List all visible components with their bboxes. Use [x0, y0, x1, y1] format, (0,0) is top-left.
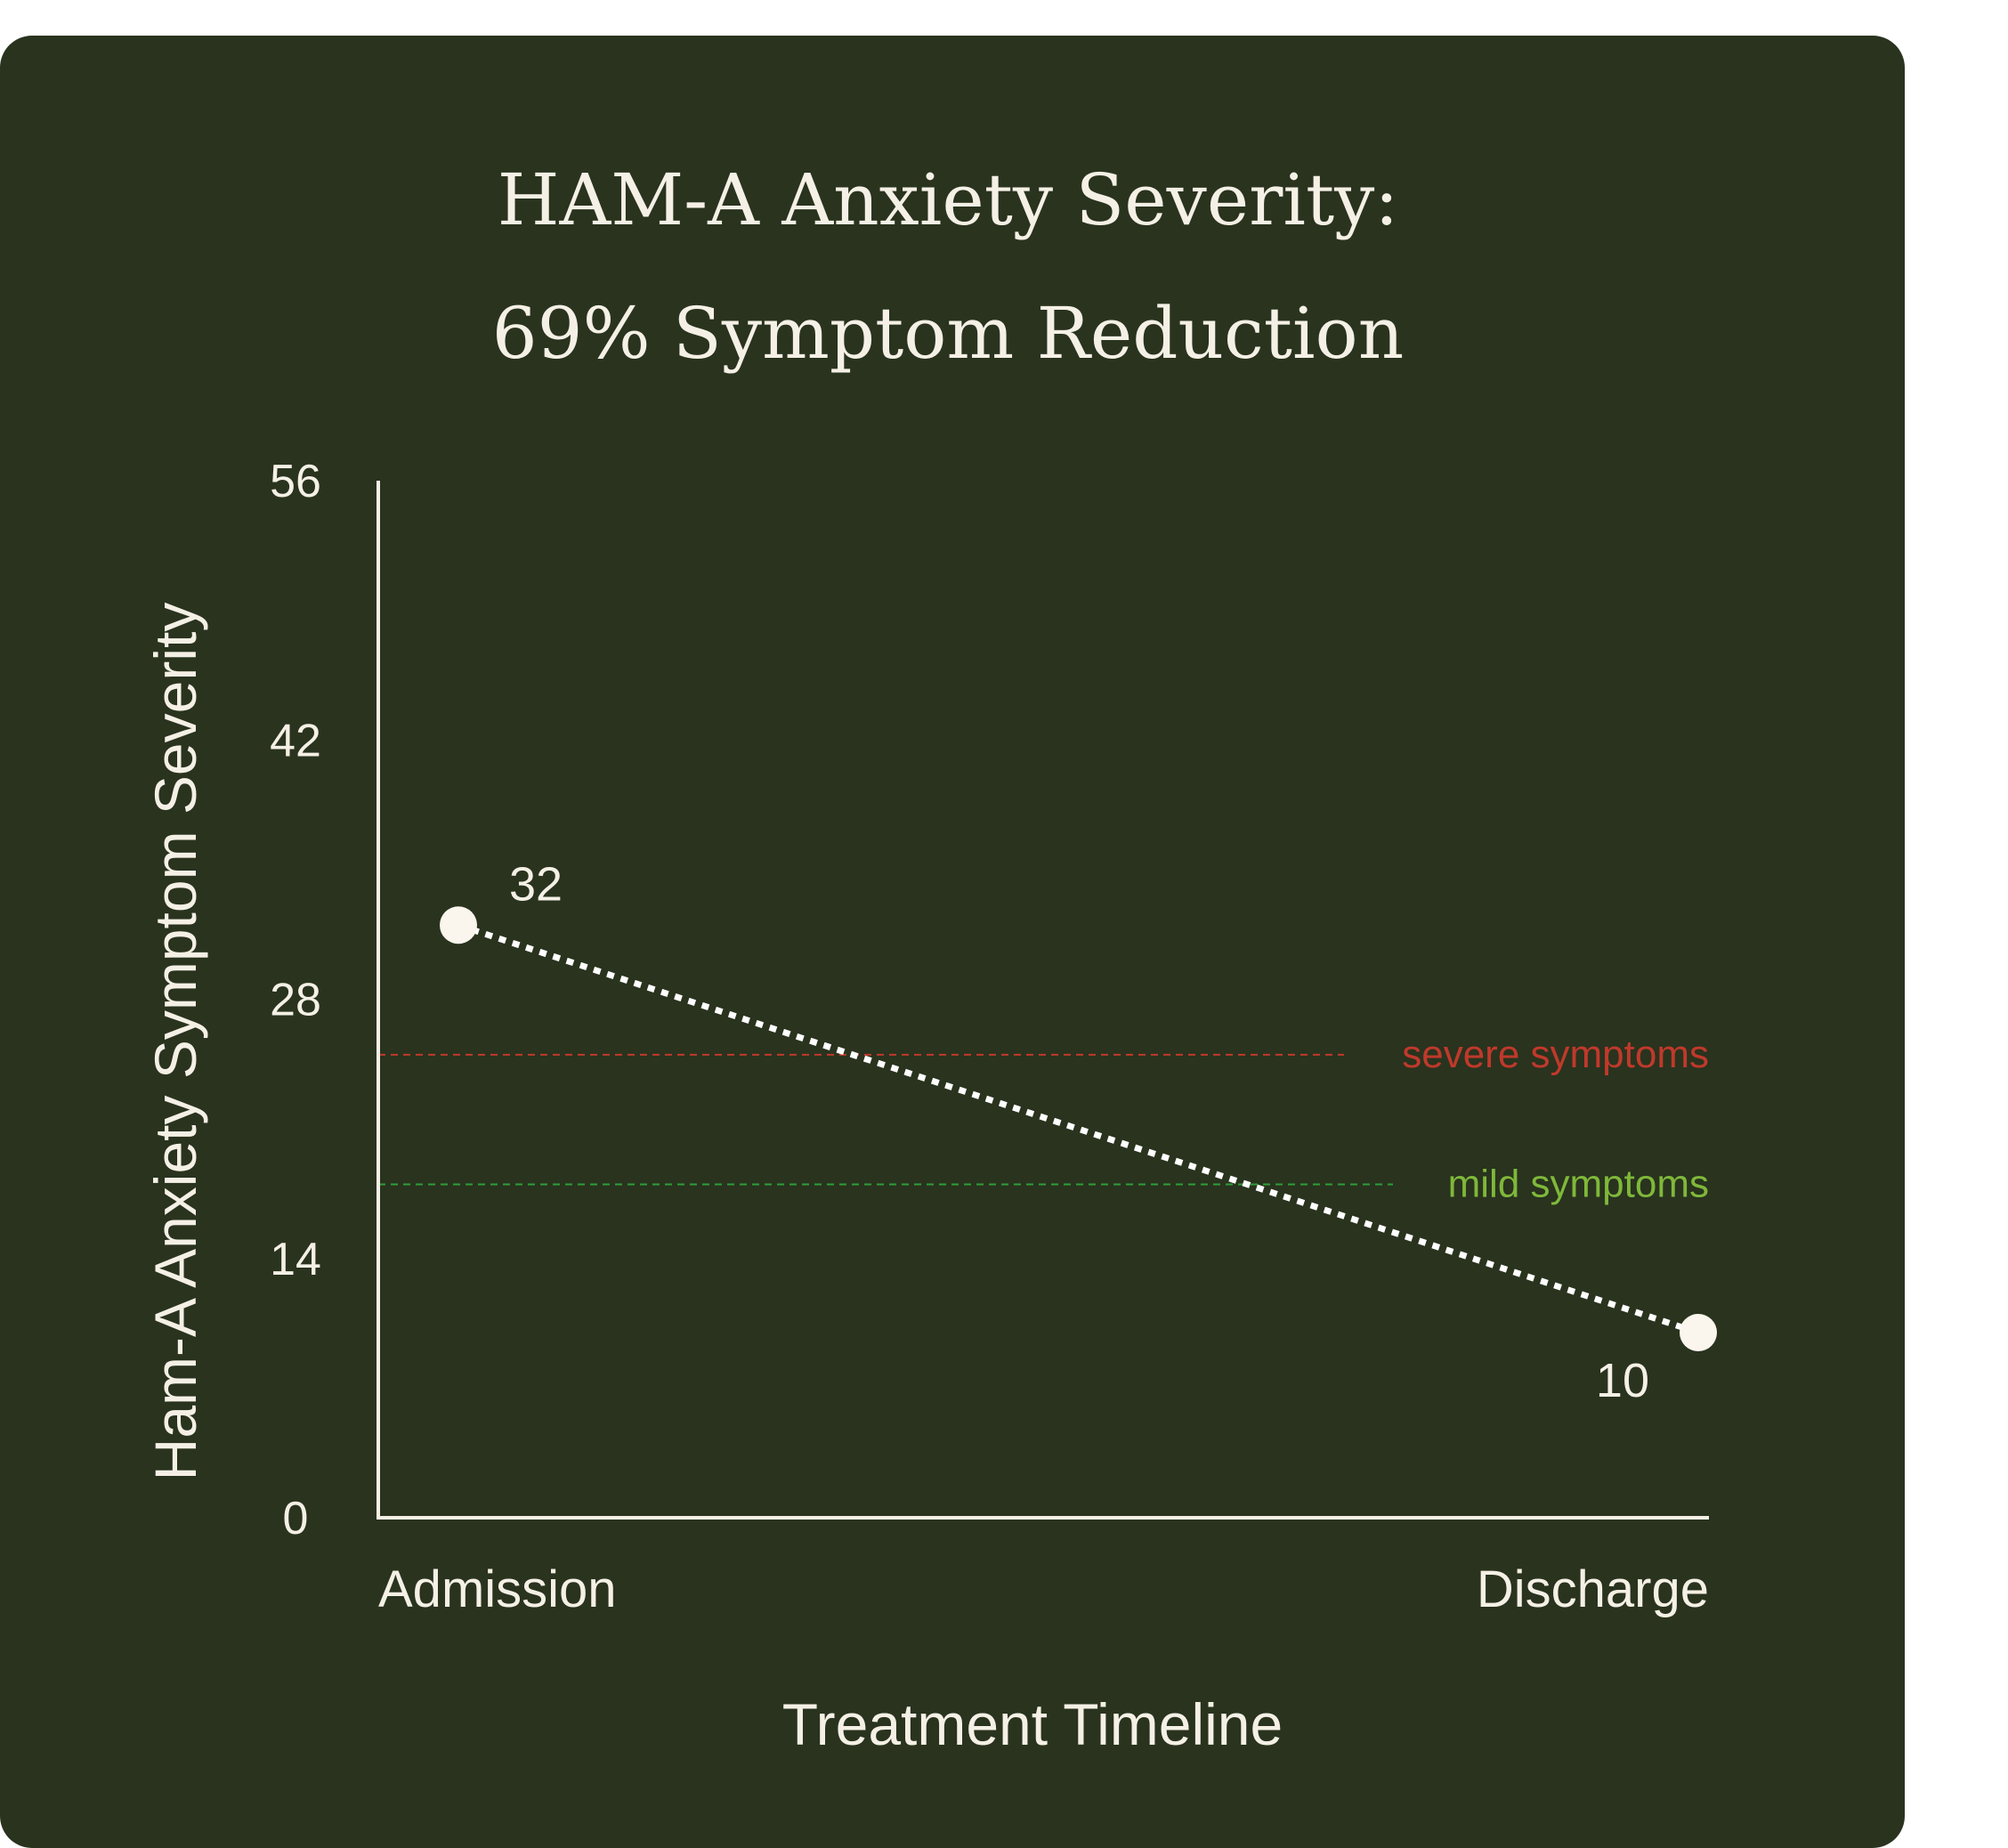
- reference-lines: severe symptoms mild symptoms: [378, 1033, 1709, 1206]
- series-line: [457, 921, 1700, 1336]
- chart-title: HAM-A Anxiety Severity: 69% Symptom Redu…: [0, 134, 1896, 401]
- chart-title-line-2: 69% Symptom Reduction: [491, 292, 1405, 375]
- data-label: 10: [1596, 1354, 1649, 1407]
- y-tick-label: 42: [270, 715, 321, 766]
- chart-card: [0, 36, 1905, 1848]
- axes: [376, 481, 1709, 1520]
- x-category-label: Admission: [378, 1560, 617, 1618]
- x-category-labels: Admission Discharge: [378, 1560, 1709, 1618]
- data-label: 32: [509, 857, 563, 911]
- y-tick-labels: 0 14 28 42 56: [270, 456, 321, 1544]
- y-tick-label: 0: [283, 1493, 309, 1544]
- data-point: [440, 906, 477, 944]
- x-category-label: Discharge: [1477, 1560, 1709, 1618]
- reference-line-label: severe symptoms: [1402, 1033, 1709, 1076]
- x-axis-title: Treatment Timeline: [782, 1691, 1283, 1757]
- y-axis-title: Ham-A Anxiety Symptom Severity: [142, 603, 208, 1481]
- y-tick-label: 28: [270, 975, 321, 1026]
- chart-title-line-1: HAM-A Anxiety Severity:: [497, 158, 1399, 241]
- data-point: [1680, 1313, 1717, 1351]
- data-series: 32 10: [440, 857, 1717, 1407]
- y-tick-label: 56: [270, 456, 321, 507]
- reference-line-label: mild symptoms: [1448, 1163, 1709, 1206]
- y-tick-label: 14: [270, 1234, 321, 1285]
